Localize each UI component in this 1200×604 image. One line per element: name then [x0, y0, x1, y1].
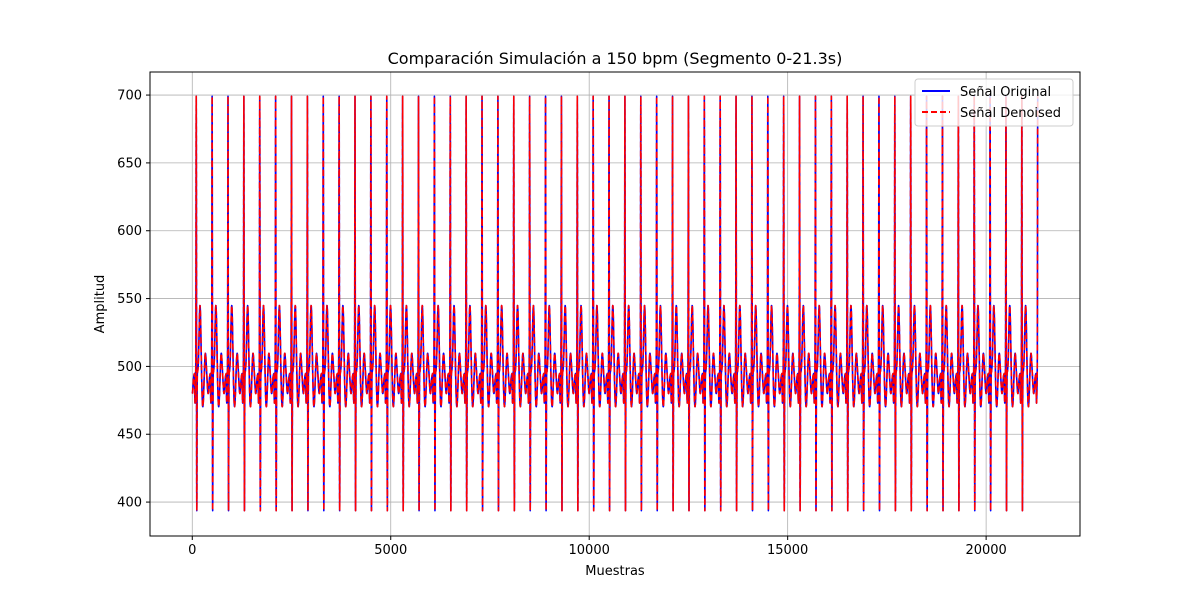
y-tick-label: 650 [117, 156, 142, 171]
legend-label-original: Señal Original [960, 85, 1051, 100]
x-tick-label: 10000 [569, 543, 610, 558]
grid-lines [150, 72, 1080, 536]
y-tick-label: 600 [117, 224, 142, 239]
y-tick-label: 500 [117, 360, 142, 375]
chart-title: Comparación Simulación a 150 bpm (Segmen… [388, 49, 843, 68]
y-axis-label: Amplitud [93, 275, 108, 334]
x-tick-label: 5000 [374, 543, 407, 558]
x-tick-label: 20000 [965, 543, 1006, 558]
legend-label-denoised: Señal Denoised [960, 106, 1061, 121]
ticks-layer: 0 5000 10000 15000 20000 400 450 500 550 600 650 70… [117, 89, 1007, 558]
series-line-denoised [191, 95, 1039, 512]
x-tick-label: 15000 [767, 543, 808, 558]
y-tick-label: 450 [117, 428, 142, 443]
legend-box [914, 78, 1074, 127]
legend: Señal Original Señal Denoised [914, 78, 1074, 127]
y-tick-label: 550 [117, 292, 142, 307]
y-tick-label: 700 [117, 89, 142, 104]
y-tick-label: 400 [117, 496, 142, 511]
series-layer [191, 95, 1039, 512]
plot-frame [149, 71, 1081, 537]
x-axis-label: Muestras [585, 564, 645, 579]
x-tick-label: 0 [188, 543, 196, 558]
